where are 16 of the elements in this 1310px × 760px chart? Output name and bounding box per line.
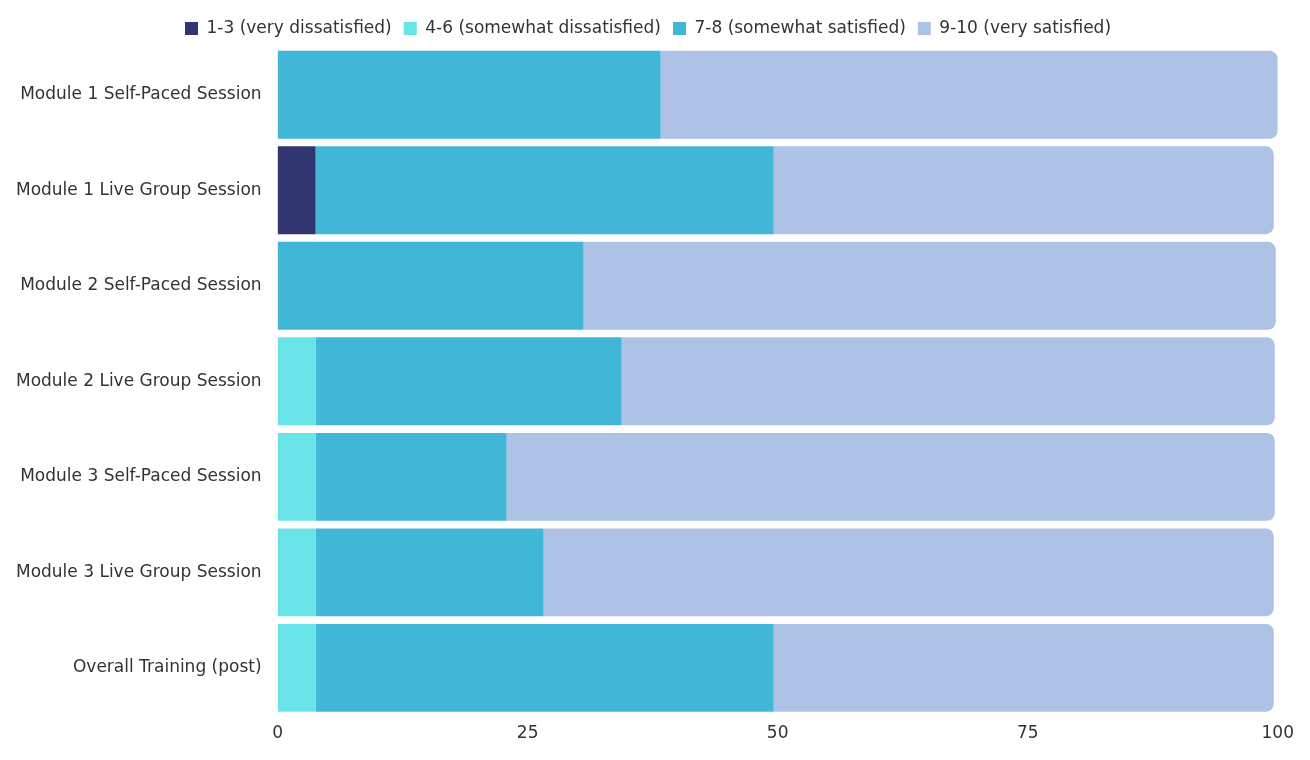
x-tick-label: 25 (516, 722, 539, 743)
y-tick-label: Module 2 Self-Paced Session (20, 274, 262, 295)
legend-label: 1-3 (very dissatisfied) (206, 16, 392, 37)
y-tick-label: Module 3 Live Group Session (15, 560, 262, 581)
legend-label: 7-8 (somewhat satisfied) (694, 16, 906, 37)
x-tick-label: 50 (766, 722, 789, 743)
y-tick-label: Module 1 Self-Paced Session (20, 83, 262, 104)
y-tick-label: Module 2 Live Group Session (15, 369, 262, 390)
x-tick-label: 75 (1016, 722, 1039, 743)
legend-label: 9-10 (very satisfied) (939, 16, 1112, 37)
y-tick-label: Module 3 Self-Paced Session (20, 465, 262, 486)
y-tick-label: Module 1 Live Group Session (15, 178, 262, 199)
x-tick-label: 0 (272, 722, 283, 743)
y-tick-label: Overall Training (post) (72, 656, 262, 677)
legend-label: 4-6 (somewhat dissatisfied) (425, 16, 661, 37)
x-tick-label: 100 (1261, 722, 1294, 743)
